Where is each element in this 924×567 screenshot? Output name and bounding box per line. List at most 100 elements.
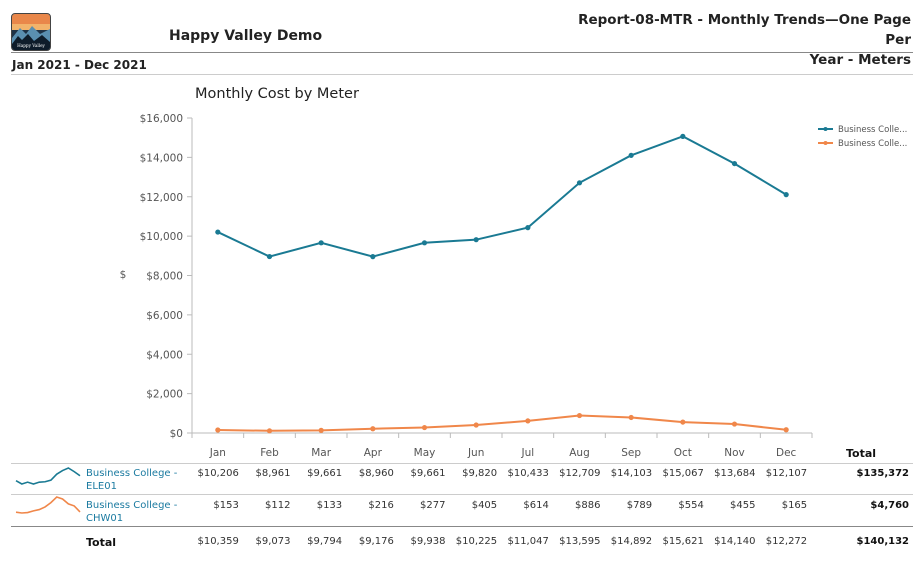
table-cell: $14,103 (610, 468, 653, 479)
table-cell: $9,073 (255, 536, 291, 547)
row-label-chw01[interactable]: Business College - CHW01 (86, 499, 177, 525)
y-axis-label: $ (120, 269, 127, 281)
grand-total: $140,132 (856, 536, 909, 547)
row-label-ele01-line1: Business College - (86, 468, 178, 479)
table-cell: $165 (781, 500, 808, 511)
x-tick-label: Mar (311, 447, 331, 459)
report-title: Report-08-MTR - Monthly Trends—One Page … (571, 10, 911, 70)
row-label-ele01[interactable]: Business College - ELE01 (86, 467, 177, 493)
x-tick-label: Jan (209, 447, 226, 459)
report-period: Jan 2021 - Dec 2021 (12, 58, 147, 72)
company-logo: Happy Valley (11, 13, 51, 51)
data-point (525, 225, 531, 231)
data-point (215, 229, 221, 235)
data-point (680, 419, 686, 425)
table-cell: $13,684 (714, 468, 756, 479)
legend-marker (823, 127, 828, 131)
table-cell: $133 (316, 500, 343, 511)
table-cell: $8,960 (358, 468, 394, 479)
sparkline-ele01 (15, 467, 81, 485)
chart-series (215, 133, 789, 434)
table-cell: $15,621 (662, 536, 704, 547)
chart-title: Monthly Cost by Meter (195, 86, 359, 102)
table-cell: $9,794 (307, 536, 343, 547)
row-label-ele01-line2: ELE01 (86, 481, 117, 492)
table-cell: $405 (471, 500, 498, 511)
x-tick-label: Nov (724, 447, 745, 459)
table-cell: $9,661 (307, 468, 343, 479)
x-axis: Jan Feb Mar Apr May Jun Jul Aug Sep Oct Nov Dec (191, 432, 813, 459)
sparkline-path (15, 496, 81, 514)
data-point (266, 428, 273, 434)
y-tick-label: $16,000 (140, 113, 183, 125)
table-cell: $10,359 (197, 536, 239, 547)
data-point (318, 427, 324, 433)
table-total-divider (11, 526, 913, 527)
series-line (217, 135, 787, 258)
table-cell: $9,820 (462, 468, 498, 479)
y-tick-label: $8,000 (146, 271, 183, 283)
legend-label: Business Colle... (838, 125, 907, 135)
data-point (731, 160, 738, 167)
legend-label: Business Colle... (838, 139, 907, 149)
series-2 (215, 412, 789, 434)
legend-marker (823, 141, 828, 145)
table-cell: $554 (678, 500, 704, 511)
period-divider (11, 74, 913, 75)
data-point (370, 426, 376, 432)
table-cell: $12,709 (559, 468, 601, 479)
table-cell: $12,272 (765, 536, 808, 547)
series-line (217, 414, 787, 432)
table-cell: $11,047 (507, 536, 549, 547)
x-tick-label: Feb (260, 447, 279, 459)
data-point (370, 254, 376, 260)
table-cell: $10,225 (455, 536, 498, 547)
row-total-ele01: $135,372 (856, 468, 909, 479)
series-1 (215, 133, 789, 260)
total-row-label: Total (86, 536, 117, 549)
report-title-line-2: Year - Meters (809, 52, 911, 68)
table-cell: $216 (368, 500, 394, 511)
table-cell: $277 (420, 500, 446, 511)
report-title-line-1: Report-08-MTR - Monthly Trends—One Page … (578, 12, 911, 48)
y-tick-label: $6,000 (146, 310, 183, 322)
chart-legend: Business Colle... Business Colle... (818, 125, 907, 149)
data-point (783, 192, 789, 198)
y-tick-label: $10,000 (140, 231, 183, 243)
y-tick-label: $14,000 (140, 152, 183, 164)
x-tick-label: Oct (674, 447, 692, 459)
data-point (576, 180, 583, 186)
table-cell: $614 (523, 500, 549, 511)
y-tick-label: $2,000 (146, 389, 183, 401)
y-tick-label: $0 (170, 428, 183, 440)
data-point (473, 237, 479, 243)
data-point (473, 422, 479, 428)
sparkline-path (15, 467, 81, 485)
data-point (215, 427, 221, 433)
table-cell: $9,938 (410, 536, 446, 547)
x-tick-label: Dec (776, 447, 797, 459)
data-point (628, 414, 634, 421)
table-cell: $112 (265, 500, 291, 511)
x-tick-label: Jun (467, 447, 484, 459)
row-label-chw01-line2: CHW01 (86, 513, 124, 524)
x-tick-label: Apr (364, 447, 383, 459)
table-cell: $153 (213, 500, 239, 511)
data-point (525, 418, 531, 424)
table-cell: $14,892 (610, 536, 653, 547)
table-top-divider (11, 463, 913, 464)
x-tick-label: Jul (520, 447, 534, 459)
table-cell: $10,433 (507, 468, 549, 479)
row-total-chw01: $4,760 (870, 500, 909, 511)
data-point (421, 240, 428, 246)
data-point (731, 421, 738, 427)
table-cell: $13,595 (559, 536, 601, 547)
x-tick-label: Aug (569, 447, 590, 459)
y-tick-label: $4,000 (146, 349, 183, 361)
data-point (576, 412, 583, 419)
data-point (266, 253, 273, 260)
table-cell: $886 (575, 500, 601, 511)
data-point (421, 424, 428, 431)
logo-text: Happy Valley (17, 43, 45, 48)
x-tick-label: May (414, 447, 436, 459)
